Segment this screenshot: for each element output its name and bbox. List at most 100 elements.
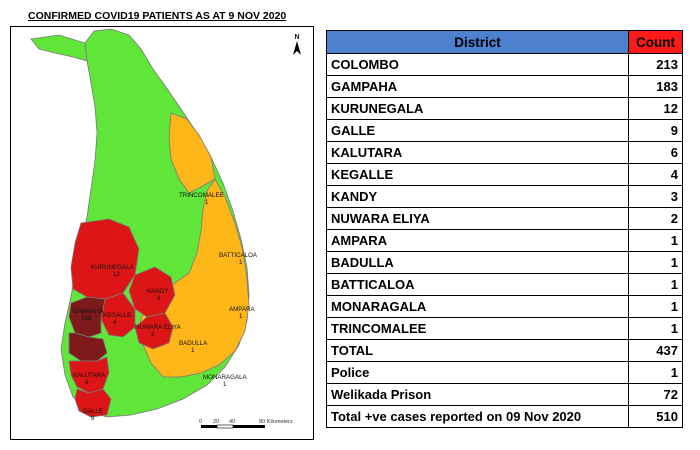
count-cell: 12 <box>628 97 683 120</box>
table-row: KEGALLE 4 <box>326 163 683 186</box>
table-row: KANDY 3 <box>326 185 683 208</box>
count-cell: 1 <box>628 317 683 340</box>
svg-text:TRINCOMALEE: TRINCOMALEE <box>179 192 224 199</box>
svg-text:80 Kilometers: 80 Kilometers <box>259 419 293 425</box>
count-cell: 1 <box>628 361 683 384</box>
count-cell: 4 <box>628 163 683 186</box>
table-row: TRINCOMALEE 1 <box>326 317 683 340</box>
table-row: MONARAGALA 1 <box>326 295 683 318</box>
district-cell: KEGALLE <box>326 163 629 186</box>
district-jaffna <box>30 34 88 62</box>
district-label-kurunegala: KURUNEGALA 12 <box>91 264 135 278</box>
district-label-trincomalee: TRINCOMALEE 1 <box>179 192 224 206</box>
svg-text:KURUNEGALA: KURUNEGALA <box>91 264 135 271</box>
district-cell: BATTICALOA <box>326 273 629 296</box>
header-count: Count <box>628 30 683 54</box>
district-cell: MONARAGALA <box>326 295 629 318</box>
district-galle <box>74 388 112 418</box>
header-district: District <box>326 30 629 54</box>
district-label-ampara: AMPARA 1 <box>229 306 256 320</box>
svg-text:GALLE: GALLE <box>83 408 103 415</box>
svg-text:1: 1 <box>223 381 227 388</box>
extra-row: Welikada Prison 72 <box>326 383 683 406</box>
svg-text:6: 6 <box>85 379 89 386</box>
district-cell: KURUNEGALA <box>326 97 629 120</box>
district-label-monaragala: MONARAGALA 1 <box>203 374 248 388</box>
district-cell: Welikada Prison <box>326 383 629 406</box>
count-cell: 3 <box>628 185 683 208</box>
count-cell: 510 <box>628 405 683 428</box>
svg-text:N: N <box>295 34 300 41</box>
district-cell: BADULLA <box>326 251 629 274</box>
count-cell: 437 <box>628 339 683 362</box>
table-row: NUWARA ELIYA 2 <box>326 207 683 230</box>
count-cell: 6 <box>628 141 683 164</box>
district-label-kalutara: KALUTARA 6 <box>73 372 106 386</box>
district-cell: KALUTARA <box>326 141 629 164</box>
extra-row: Police 1 <box>326 361 683 384</box>
count-cell: 1 <box>628 229 683 252</box>
district-kegalle <box>100 292 136 338</box>
district-nuwara-eliya <box>134 312 174 350</box>
svg-text:GAMPAHA: GAMPAHA <box>73 308 104 315</box>
count-cell: 1 <box>628 273 683 296</box>
district-cell: AMPARA <box>326 229 629 252</box>
district-label-badulla: BADULLA 1 <box>179 340 208 354</box>
map-panel: CONFIRMED COVID19 PATIENTS AS AT 9 NOV 2… <box>6 8 318 443</box>
table-header-row: District Count <box>326 30 683 54</box>
district-colombo <box>68 332 108 362</box>
svg-text:KEGALLE: KEGALLE <box>103 312 131 319</box>
count-cell: 183 <box>628 75 683 98</box>
north-arrow-icon: N <box>293 34 301 55</box>
case-count-table: District Count COLOMBO 213 GAMPAHA 183 KURUN… <box>326 30 683 428</box>
district-gampaha <box>68 296 106 338</box>
map-frame: TRINCOMALEE 1 BATTICALOA 1 KURUNEGALA 12… <box>10 26 314 440</box>
table-body: COLOMBO 213 GAMPAHA 183 KURUNEGALA 12 GALLE 9 KA… <box>326 53 683 428</box>
svg-text:BADULLA: BADULLA <box>179 340 208 347</box>
district-cell: Total +ve cases reported on 09 Nov 2020 <box>326 405 629 428</box>
svg-text:BATTICALOA: BATTICALOA <box>219 252 258 259</box>
svg-text:KALUTARA: KALUTARA <box>73 372 106 379</box>
svg-text:183: 183 <box>81 315 92 322</box>
table-row: AMPARA 1 <box>326 229 683 252</box>
district-label-nuwara-eliya: NUWARA ELIYA 2 <box>135 324 182 338</box>
count-cell: 1 <box>628 251 683 274</box>
district-cell: KANDY <box>326 185 629 208</box>
svg-text:MONARAGALA: MONARAGALA <box>203 374 248 381</box>
svg-text:KANDY: KANDY <box>147 288 168 295</box>
district-cell: TRINCOMALEE <box>326 317 629 340</box>
district-cell: Police <box>326 361 629 384</box>
table-row: BADULLA 1 <box>326 251 683 274</box>
svg-text:2: 2 <box>151 331 155 338</box>
svg-text:1: 1 <box>239 313 243 320</box>
svg-text:AMPARA: AMPARA <box>229 306 256 313</box>
table-row: GALLE 9 <box>326 119 683 142</box>
district-cell: GAMPAHA <box>326 75 629 98</box>
map-title: CONFIRMED COVID19 PATIENTS AS AT 9 NOV 2… <box>28 10 287 22</box>
case-count-table-panel: District Count COLOMBO 213 GAMPAHA 183 KURUN… <box>326 30 683 428</box>
svg-text:40: 40 <box>229 419 235 425</box>
district-label-galle: GALLE 9 <box>83 408 103 422</box>
sri-lanka-map: TRINCOMALEE 1 BATTICALOA 1 KURUNEGALA 12… <box>30 28 301 429</box>
svg-text:9: 9 <box>91 415 95 422</box>
svg-text:4: 4 <box>113 319 117 326</box>
district-label-kegalle: KEGALLE 4 <box>103 312 131 326</box>
count-cell: 9 <box>628 119 683 142</box>
district-label-kandy: KANDY 3 <box>147 288 168 302</box>
svg-text:1: 1 <box>239 259 243 266</box>
table-row: GAMPAHA 183 <box>326 75 683 98</box>
svg-text:3: 3 <box>157 295 161 302</box>
table-row: KALUTARA 6 <box>326 141 683 164</box>
table-row: COLOMBO 213 <box>326 53 683 76</box>
grand-total-row: Total +ve cases reported on 09 Nov 2020 5… <box>326 405 683 428</box>
scale-bar: 0 20 40 80 Kilometers <box>199 419 293 429</box>
svg-text:1: 1 <box>191 347 195 354</box>
svg-text:12: 12 <box>113 271 120 278</box>
svg-text:1: 1 <box>205 199 209 206</box>
table-row: BATTICALOA 1 <box>326 273 683 296</box>
district-cell: GALLE <box>326 119 629 142</box>
table-row: KURUNEGALA 12 <box>326 97 683 120</box>
count-cell: 2 <box>628 207 683 230</box>
district-kalutara <box>68 356 110 394</box>
svg-text:NUWARA ELIYA: NUWARA ELIYA <box>135 324 182 331</box>
